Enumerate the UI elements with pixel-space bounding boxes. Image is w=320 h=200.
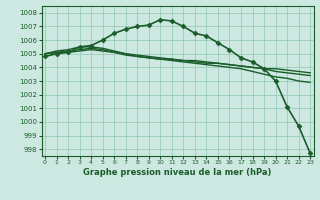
X-axis label: Graphe pression niveau de la mer (hPa): Graphe pression niveau de la mer (hPa) [84,168,272,177]
